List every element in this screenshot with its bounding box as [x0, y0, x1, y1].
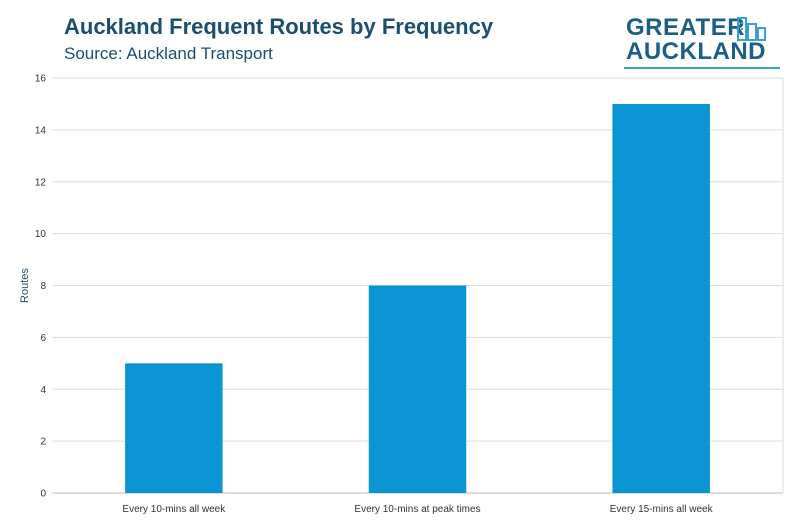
logo-line-2: AUCKLAND	[626, 38, 766, 65]
y-axis-label: Routes	[19, 268, 31, 303]
chart-subtitle: Source: Auckland Transport	[64, 44, 273, 63]
bar	[125, 363, 223, 493]
y-tick-labels: 0 2 4 6 8 10 12 14 16	[35, 74, 47, 500]
city-skyline-icon	[737, 17, 766, 41]
logo-line-1: GREATER	[626, 14, 746, 41]
y-tick-label: 16	[35, 74, 47, 85]
greater-auckland-logo: GREATER AUCKLAND	[624, 14, 784, 69]
y-tick-label: 0	[40, 489, 46, 500]
y-tick-label: 6	[40, 333, 46, 344]
bar	[612, 103, 710, 493]
logo-underline	[624, 67, 780, 69]
y-tick-label: 4	[40, 385, 46, 396]
bar	[368, 285, 467, 493]
x-tick-label: Every 15-mins all week	[610, 504, 714, 515]
x-tick-label: Every 10-mins at peak times	[354, 504, 480, 515]
y-tick-label: 12	[35, 177, 47, 188]
chart-title: Auckland Frequent Routes by Frequency	[64, 14, 494, 39]
y-tick-label: 2	[40, 437, 46, 448]
bars	[125, 103, 710, 493]
x-tick-label: Every 10-mins all week	[122, 504, 226, 515]
y-tick-label: 10	[35, 229, 47, 240]
x-tick-labels: Every 10-mins all week Every 10-mins at p…	[122, 504, 713, 515]
y-tick-label: 8	[40, 281, 46, 292]
y-tick-label: 14	[35, 125, 47, 136]
